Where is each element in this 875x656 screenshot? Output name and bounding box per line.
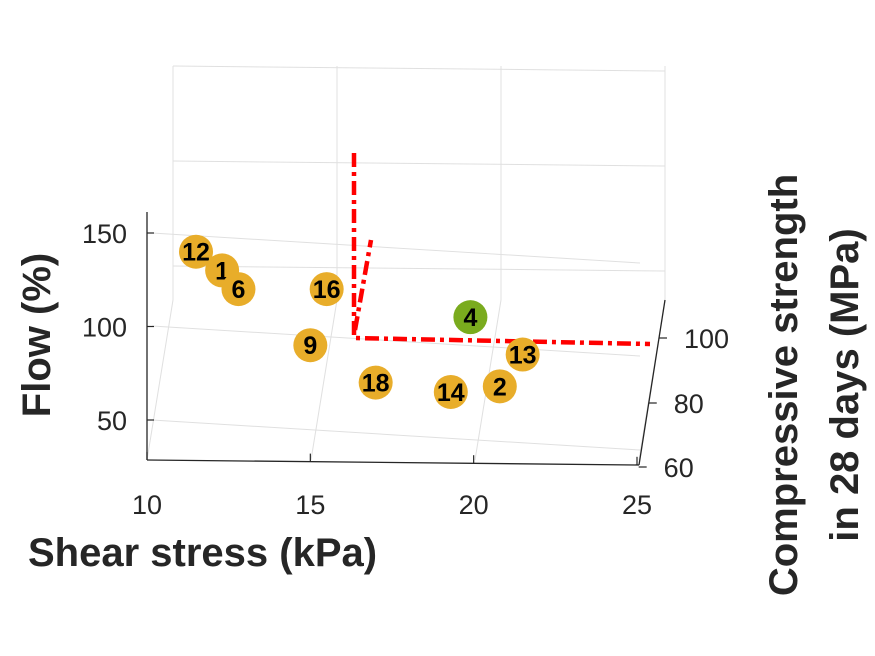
x-axis-line xyxy=(146,459,640,466)
z-tick-label: 80 xyxy=(674,389,704,419)
data-point-2 xyxy=(482,369,517,404)
grid-line xyxy=(172,65,666,72)
tick-labels: 10 15 20 25 50 100 150 60 80 100 xyxy=(82,219,729,520)
data-point-label: 14 xyxy=(437,379,465,407)
data-point-13 xyxy=(505,337,540,372)
x-tick-label: 15 xyxy=(295,490,325,520)
x-tick-label: 10 xyxy=(132,490,162,520)
grid-line xyxy=(310,299,338,461)
y-tick-label: 100 xyxy=(82,313,127,343)
constraint-line xyxy=(351,153,651,347)
z-tick-label: 100 xyxy=(684,324,729,354)
data-point-9 xyxy=(293,328,328,363)
data-point-label: 12 xyxy=(182,239,210,267)
data-point-label: 16 xyxy=(313,276,341,304)
data-point-label: 9 xyxy=(303,332,317,360)
z-tick-label: 60 xyxy=(664,453,694,483)
chart-axes xyxy=(146,212,668,468)
grid-line xyxy=(172,160,666,167)
data-point-label: 6 xyxy=(232,276,246,304)
x-tick-label: 25 xyxy=(622,490,652,520)
data-point-label: 2 xyxy=(493,373,507,401)
z-axis-title-line-2: in 28 days (MPa) xyxy=(823,228,867,541)
data-point-label: 13 xyxy=(509,342,537,370)
z-axis-line xyxy=(638,299,666,466)
data-point-label: 18 xyxy=(362,370,390,398)
grid-line xyxy=(172,265,666,272)
grid-line xyxy=(146,299,174,461)
data-point-6 xyxy=(221,272,256,307)
y-axis-title: Flow (%) xyxy=(15,253,59,417)
data-point-12 xyxy=(179,234,213,269)
grid-line xyxy=(151,419,641,451)
y-tick-label: 150 xyxy=(82,219,127,249)
data-point-label: 4 xyxy=(463,304,477,332)
data-point-4 xyxy=(453,300,488,335)
z-axis-title-line-1: Compressive strength xyxy=(762,174,806,596)
x-axis-title: Shear stress (kPa) xyxy=(28,531,377,575)
grid-line xyxy=(151,232,641,264)
data-point-16 xyxy=(309,272,344,307)
y-tick-label: 50 xyxy=(97,406,127,436)
data-point-18 xyxy=(358,365,393,400)
data-point-14 xyxy=(433,374,468,409)
constraint-lines xyxy=(351,153,651,347)
x-tick-label: 20 xyxy=(459,490,489,520)
constraint-line xyxy=(352,239,374,331)
